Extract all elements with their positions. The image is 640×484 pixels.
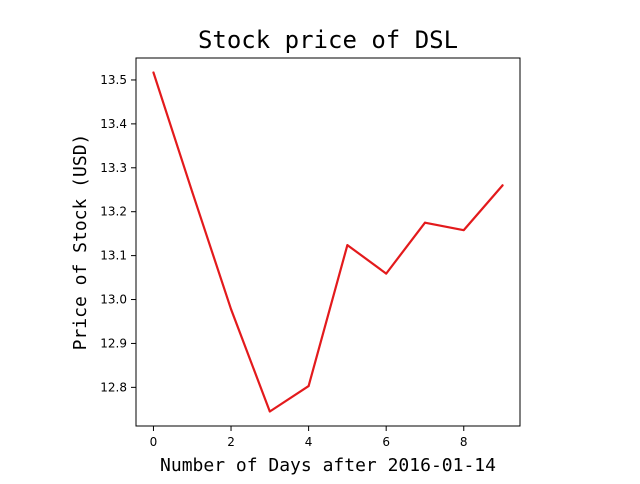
plot-area: 0 2 4 6 8 12.8 12.9 13.0 13.1 13.2 13.3 13.4 13.5 <box>100 57 521 449</box>
data-point <box>501 184 504 187</box>
plot-frame <box>135 57 521 427</box>
y-tick-label: 12.8 <box>100 380 127 394</box>
y-tick-label: 13.4 <box>100 117 127 131</box>
series-line-0 <box>152 71 504 413</box>
data-point <box>423 221 426 224</box>
y-tick-label: 12.9 <box>100 336 127 350</box>
series-lines <box>152 71 504 413</box>
x-tick-label: 4 <box>305 435 313 449</box>
data-point <box>191 190 194 193</box>
chart-title: Stock price of DSL <box>198 26 458 54</box>
y-axis-label: Price of Stock (USD) <box>70 134 91 351</box>
y-axis-ticks: 12.8 12.9 13.0 13.1 13.2 13.3 13.4 13.5 <box>100 73 136 394</box>
x-tick-label: 8 <box>460 435 468 449</box>
x-tick-label: 6 <box>382 435 390 449</box>
x-tick-label: 2 <box>227 435 235 449</box>
data-point <box>230 308 233 311</box>
data-point <box>385 272 388 275</box>
data-point <box>462 229 465 232</box>
y-tick-label: 13.0 <box>100 293 127 307</box>
y-tick-label: 13.1 <box>100 249 127 263</box>
data-point <box>346 244 349 247</box>
data-point <box>268 410 271 413</box>
y-tick-label: 13.5 <box>100 73 127 87</box>
y-tick-label: 13.3 <box>100 161 127 175</box>
x-tick-label: 0 <box>150 435 158 449</box>
data-point <box>307 385 310 388</box>
x-axis-label: Number of Days after 2016-01-14 <box>160 455 496 476</box>
x-axis-ticks: 0 2 4 6 8 <box>150 426 468 449</box>
y-tick-label: 13.2 <box>100 205 127 219</box>
data-point <box>152 71 155 74</box>
